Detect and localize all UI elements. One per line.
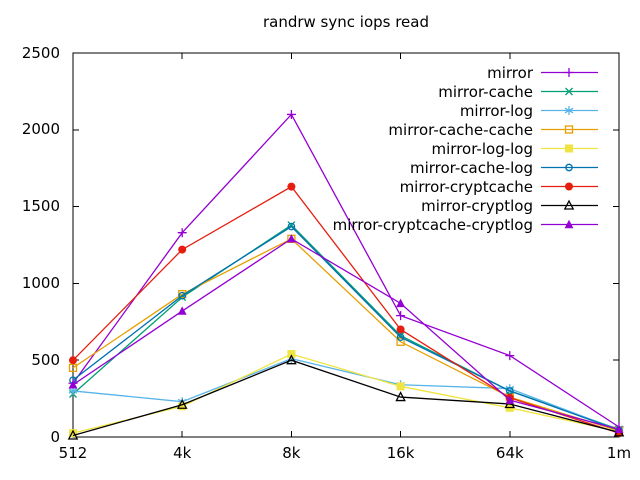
x-tick-label: 1m [606,444,632,462]
legend-sample-square-filled-icon [541,144,598,153]
series-mirror-cryptcache-cryptlog [68,234,624,434]
series-mirror-log-log [69,350,623,438]
legend-item-mirror-log: mirror-log [0,101,598,120]
y-tick-label: 2500 [21,43,60,62]
chart-title: randrw sync iops read [262,13,430,31]
x-tick-label: 4k [173,444,192,462]
legend-label: mirror-log-log [431,139,533,158]
series-mirror-cache-cache [68,234,624,436]
legend-sample-square-open-icon [541,125,598,134]
legend-label: mirror-cryptcache-cryptlog [332,215,533,234]
legend-item-mirror-cryptlog: mirror-cryptlog [0,196,598,215]
y-tick-label: 500 [31,350,60,369]
legend-item-mirror-log-log: mirror-log-log [0,139,598,158]
legend-sample-circle-open-icon [541,163,598,172]
y-tick-label: 1000 [21,273,60,292]
legend-item-mirror-cryptcache: mirror-cryptcache [0,177,598,196]
legend-item-mirror: mirror [0,63,598,82]
y-tick-label: 2000 [21,120,60,139]
legend-sample-triangle-open-icon [541,199,598,210]
series-mirror-cache-log [69,222,623,434]
x-tick-label: 512 [58,444,88,462]
legend: mirror mirror-cache mirror-log mirror-cache… [0,63,598,234]
series-mirror-log [68,354,624,435]
legend-label: mirror [487,63,533,82]
legend-label: mirror-cache-cache [388,120,533,139]
y-tick-label: 1500 [21,197,60,216]
legend-sample-cross-icon [541,87,598,96]
x-tick-label: 64k [495,444,524,462]
legend-label: mirror-cryptcache [399,177,533,196]
legend-item-mirror-cache-log: mirror-cache-log [0,158,598,177]
legend-label: mirror-cache-log [409,158,533,177]
legend-item-mirror-cache: mirror-cache [0,82,598,101]
x-tick-label: 8k [282,444,301,462]
legend-sample-asterisk-icon [541,106,598,115]
legend-item-mirror-cache-cache: mirror-cache-cache [0,120,598,139]
legend-sample-triangle-filled-icon [541,219,598,229]
legend-sample-plus-icon [541,68,598,77]
legend-label: mirror-cache [438,82,533,101]
legend-label: mirror-log [459,101,533,120]
legend-label: mirror-cryptlog [421,196,533,215]
series-mirror-cryptlog [67,354,625,440]
legend-sample-circle-filled-icon [541,182,598,191]
y-tick-label: 0 [50,427,60,446]
x-tick-label: 16k [386,444,415,462]
legend-item-mirror-cryptcache-cryptlog: mirror-cryptcache-cryptlog [0,215,598,234]
